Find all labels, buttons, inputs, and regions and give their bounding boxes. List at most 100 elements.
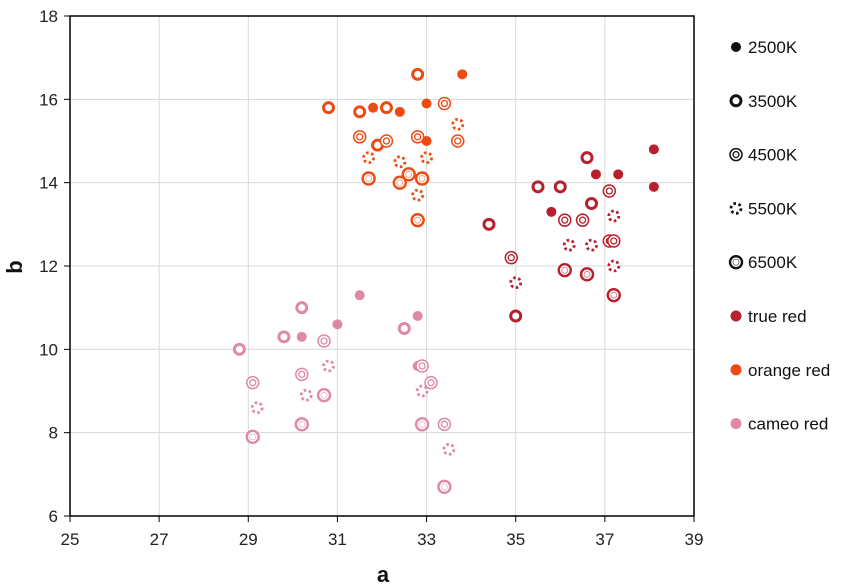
data-point: [424, 375, 438, 390]
data-point: [607, 259, 621, 273]
y-tick-label: 6: [49, 507, 58, 526]
data-point: [354, 290, 365, 301]
data-point: [414, 417, 430, 432]
data-point: [451, 117, 465, 131]
data-point: [250, 401, 264, 415]
data-point: [277, 330, 291, 344]
data-point: [294, 417, 309, 432]
x-tick-label: 29: [239, 530, 258, 549]
data-point: [557, 213, 572, 227]
data-point: [299, 388, 313, 402]
legend-label: 5500K: [748, 199, 798, 218]
legend-item: 6500K: [728, 253, 798, 272]
legend-label: 3500K: [748, 92, 798, 111]
y-tick-label: 18: [39, 7, 58, 26]
data-point: [393, 155, 407, 169]
data-point: [411, 188, 425, 202]
x-axis-title: a: [377, 562, 390, 587]
legend-marker: [729, 147, 743, 162]
legend-label: 4500K: [748, 146, 798, 165]
data-point: [421, 98, 432, 109]
y-tick-label: 8: [49, 424, 58, 443]
legend-item: true red: [730, 307, 807, 326]
data-point: [379, 101, 393, 115]
data-point: [579, 267, 595, 282]
y-tick-label: 16: [39, 90, 58, 109]
data-point: [607, 234, 621, 248]
data-point: [352, 130, 367, 144]
legend-marker: [728, 255, 744, 270]
data-point: [442, 442, 456, 456]
x-tick-label: 33: [417, 530, 436, 549]
data-point: [509, 276, 523, 290]
data-point: [415, 384, 429, 398]
x-tick-label: 35: [506, 530, 525, 549]
y-axis-title: b: [2, 260, 27, 273]
data-point: [296, 331, 307, 342]
data-point: [648, 144, 659, 155]
data-point: [362, 151, 376, 165]
data-point: [457, 69, 468, 80]
data-points: [232, 67, 659, 495]
y-tick-label: 10: [39, 340, 58, 359]
data-point: [585, 238, 598, 252]
data-point: [613, 169, 624, 180]
data-point: [322, 359, 335, 373]
data-point: [368, 102, 379, 113]
legend-label: true red: [748, 307, 807, 326]
data-point: [245, 429, 260, 445]
data-point: [392, 175, 408, 190]
data-point: [584, 197, 598, 210]
data-point: [482, 217, 496, 231]
data-point: [415, 359, 429, 373]
data-point: [232, 342, 246, 356]
data-point: [546, 206, 557, 217]
data-point: [295, 301, 309, 315]
legend-label: 6500K: [748, 253, 798, 272]
data-point: [562, 238, 576, 252]
legend-item: cameo red: [730, 415, 828, 434]
data-point: [420, 151, 433, 165]
legend-label: orange red: [748, 361, 830, 380]
data-point: [437, 96, 452, 111]
data-point: [648, 181, 659, 192]
legend-marker: [731, 42, 741, 52]
data-point: [580, 151, 594, 165]
data-point: [590, 169, 601, 180]
legend-item: 2500K: [731, 38, 798, 57]
legend-swatch: [730, 418, 742, 430]
legend-label: 2500K: [748, 38, 798, 57]
data-point: [397, 322, 411, 335]
data-point: [606, 287, 621, 303]
data-point: [575, 213, 590, 227]
data-point: [509, 309, 523, 323]
x-tick-label: 25: [61, 530, 80, 549]
data-point: [361, 171, 376, 186]
grid-lines: [69, 15, 695, 517]
data-point: [412, 311, 423, 321]
data-point: [602, 184, 617, 198]
legend-item: 5500K: [729, 199, 798, 218]
data-point: [437, 479, 452, 495]
data-point: [553, 180, 567, 194]
data-point: [504, 250, 519, 265]
legend-swatch: [730, 364, 742, 376]
data-point: [557, 262, 572, 278]
data-point: [394, 106, 405, 117]
y-tick-label: 12: [39, 257, 58, 276]
legend-item: 3500K: [729, 92, 798, 111]
legend-label: cameo red: [748, 415, 828, 434]
x-tick-label: 37: [595, 530, 614, 549]
data-point: [353, 105, 367, 119]
legend-item: 4500K: [729, 146, 798, 165]
data-point: [414, 171, 430, 186]
y-tick-label: 14: [39, 174, 58, 193]
data-point: [410, 130, 425, 144]
x-tick-label: 31: [328, 530, 347, 549]
x-tick-label: 27: [150, 530, 169, 549]
y-axis-ticks: 6 8 10 12 14 16 18: [39, 7, 70, 526]
data-point: [332, 319, 343, 330]
x-tick-label: 39: [685, 530, 704, 549]
data-point: [607, 209, 621, 223]
